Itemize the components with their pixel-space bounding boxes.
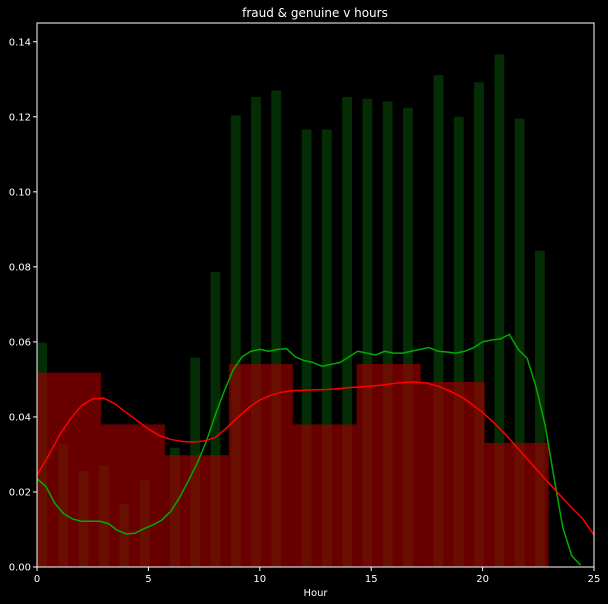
histogram-bar [453, 116, 464, 567]
histogram-bar [164, 455, 229, 567]
kde-lines-layer [36, 333, 595, 566]
histogram-bar [474, 82, 484, 567]
kde-line [36, 333, 582, 566]
histogram-bar [382, 101, 393, 567]
y-tick-label: 0.12 [9, 112, 31, 123]
x-tick-label: 15 [365, 574, 378, 585]
histogram-bar [230, 115, 241, 567]
histogram-bar [403, 107, 413, 567]
x-axis-label: Hour [303, 588, 328, 599]
y-tick-label: 0.04 [9, 412, 31, 423]
x-tick-label: 10 [253, 574, 266, 585]
histogram-bar [210, 272, 221, 567]
chart-title: fraud & genuine v hours [242, 6, 388, 20]
histogram-bar [420, 382, 485, 567]
x-tick-label: 5 [145, 574, 151, 585]
histogram-bar [100, 424, 165, 567]
histogram-bar [356, 364, 421, 567]
y-tick-label: 0.08 [9, 262, 31, 273]
histogram-bar [321, 129, 332, 568]
y-tick-label: 0.10 [9, 187, 31, 198]
y-tick-label: 0.06 [9, 337, 31, 348]
x-tick-label: 25 [588, 574, 601, 585]
histogram-bar [534, 250, 545, 568]
histogram-bar [292, 424, 357, 567]
histogram-bar [433, 75, 444, 568]
histogram-bar [271, 90, 282, 567]
axes-frame [36, 22, 595, 568]
x-tick-label: 20 [476, 574, 489, 585]
histogram-bar [494, 54, 505, 567]
histogram-bar [514, 118, 525, 568]
histogram-bar [37, 372, 101, 567]
histogram-bar [251, 96, 261, 567]
bars-layer [37, 54, 549, 568]
histogram-bar [362, 98, 373, 567]
axes: 0 5 10 15 20 25 0.00 0.02 0.04 0.06 0.08 0.10 0.12 0.… [9, 22, 601, 585]
histogram-bar [228, 364, 293, 567]
kde-line [36, 381, 595, 536]
x-tick-label: 0 [34, 574, 40, 585]
y-tick-label: 0.02 [9, 487, 31, 498]
histogram-bar [301, 129, 312, 568]
y-tick-label: 0.14 [9, 37, 31, 48]
histogram-bar [342, 96, 353, 567]
y-tick-label: 0.00 [9, 563, 31, 574]
histogram-bar [484, 442, 549, 567]
